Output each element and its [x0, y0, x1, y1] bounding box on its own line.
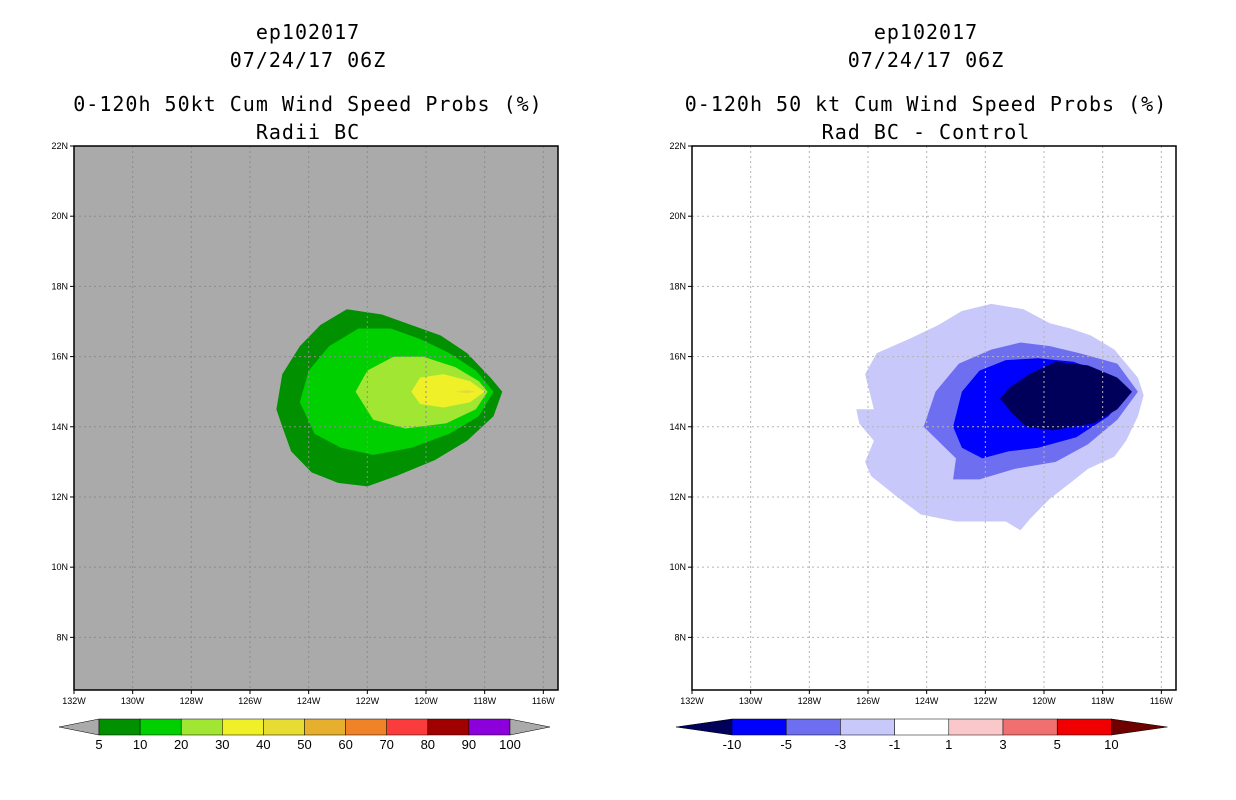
colorbar-label: -10: [723, 737, 742, 752]
x-tick-label: 118W: [1091, 696, 1114, 706]
colorbar-box: [345, 718, 387, 736]
left-chart-title: 0-120h 50kt Cum Wind Speed Probs (%): [73, 92, 543, 116]
colorbar-box: [1002, 718, 1058, 736]
y-tick-label: 18N: [51, 281, 68, 291]
colorbar-label: 30: [215, 737, 229, 752]
x-tick-label: 116W: [532, 696, 555, 706]
plot-frame: [691, 145, 1177, 691]
colorbar-label: 1: [945, 737, 952, 752]
colorbar-label: 3: [999, 737, 1006, 752]
left-chart-subtitle: Radii BC: [255, 120, 361, 144]
colorbar-box: [948, 718, 1004, 736]
colorbar-low-arrow: [675, 718, 733, 736]
left-storm-id: ep102017: [255, 20, 361, 44]
x-tick-label: 122W: [974, 696, 998, 706]
contour-level-minus10: [1000, 361, 1132, 431]
colorbar-high-arrow: [509, 718, 551, 736]
left-probability-map: 132W 130W 128W 126W 124W 122W 120W 118W 116W 8N 10…: [51, 141, 559, 752]
colorbar-box: [98, 718, 141, 736]
y-tick-label: 16N: [669, 352, 686, 362]
colorbar-label: 5: [1054, 737, 1061, 752]
colorbar-label: 100: [499, 737, 521, 752]
colorbar-box: [840, 718, 895, 736]
x-tick-label: 124W: [915, 696, 939, 706]
colorbar-box: [1056, 718, 1112, 736]
colorbar-label: -1: [889, 737, 901, 752]
y-tick-label: 16N: [51, 352, 68, 362]
x-tick-label: 122W: [356, 696, 380, 706]
x-tick-label: 116W: [1150, 696, 1173, 706]
y-tick-label: 14N: [51, 422, 68, 432]
x-tick-label: 132W: [680, 696, 704, 706]
colorbar-label: 10: [1104, 737, 1118, 752]
colorbar-label: 20: [174, 737, 188, 752]
plot-frame: [73, 145, 559, 691]
right-difference-map: 132W 130W 128W 126W 124W 122W 120W 118W 116W 8N 10…: [669, 141, 1177, 752]
colorbar-label: 40: [256, 737, 270, 752]
y-tick-label: 14N: [669, 422, 686, 432]
colorbar-label: 50: [297, 737, 311, 752]
x-tick-label: 120W: [414, 696, 438, 706]
contour-level-40: [455, 389, 476, 394]
colorbar-low-arrow: [58, 718, 100, 736]
x-tick-label: 128W: [180, 696, 204, 706]
x-tick-label: 130W: [121, 696, 145, 706]
y-tick-label: 12N: [669, 492, 686, 502]
y-tick-label: 10N: [51, 562, 68, 572]
colorbar-box: [731, 718, 787, 736]
x-tick-label: 124W: [297, 696, 321, 706]
y-tick-label: 8N: [56, 632, 68, 642]
colorbar-label: 10: [133, 737, 147, 752]
right-chart-title: 0-120h 50 kt Cum Wind Speed Probs (%): [684, 92, 1168, 116]
right-chart-subtitle: Rad BC - Control: [821, 120, 1031, 144]
colorbar-label: 80: [421, 737, 435, 752]
colorbar-label: 5: [95, 737, 102, 752]
contour-level-30: [411, 374, 485, 408]
colorbar-label: -5: [780, 737, 792, 752]
colorbar-box: [386, 718, 429, 736]
y-tick-label: 10N: [669, 562, 686, 572]
colorbar-box: [304, 718, 346, 736]
y-tick-label: 20N: [51, 211, 68, 221]
x-tick-label: 132W: [62, 696, 86, 706]
colorbar-box: [785, 718, 841, 736]
x-tick-label: 126W: [856, 696, 880, 706]
x-tick-label: 126W: [238, 696, 262, 706]
colorbar-label: 60: [338, 737, 352, 752]
left-datetime: 07/24/17 06Z: [229, 48, 387, 72]
colorbar-label: 70: [379, 737, 393, 752]
colorbar-box: [894, 718, 950, 736]
y-tick-label: 20N: [669, 211, 686, 221]
colorbar-box: [222, 718, 264, 736]
x-tick-label: 130W: [739, 696, 763, 706]
colorbar-label: -3: [835, 737, 847, 752]
colorbar-box: [180, 718, 223, 736]
y-tick-label: 12N: [51, 492, 68, 502]
y-tick-label: 22N: [51, 141, 68, 151]
colorbar-high-arrow: [1111, 718, 1168, 736]
x-tick-label: 128W: [798, 696, 822, 706]
colorbar-box: [468, 718, 511, 736]
y-tick-label: 22N: [669, 141, 686, 151]
colorbar-box: [263, 718, 305, 736]
colorbar-label: 90: [462, 737, 476, 752]
colorbar-box: [139, 718, 182, 736]
x-tick-label: 120W: [1032, 696, 1056, 706]
x-tick-label: 118W: [473, 696, 496, 706]
colorbar-box: [427, 718, 470, 736]
y-tick-label: 8N: [674, 632, 686, 642]
y-tick-label: 18N: [669, 281, 686, 291]
right-storm-id: ep102017: [873, 20, 979, 44]
right-datetime: 07/24/17 06Z: [847, 48, 1005, 72]
